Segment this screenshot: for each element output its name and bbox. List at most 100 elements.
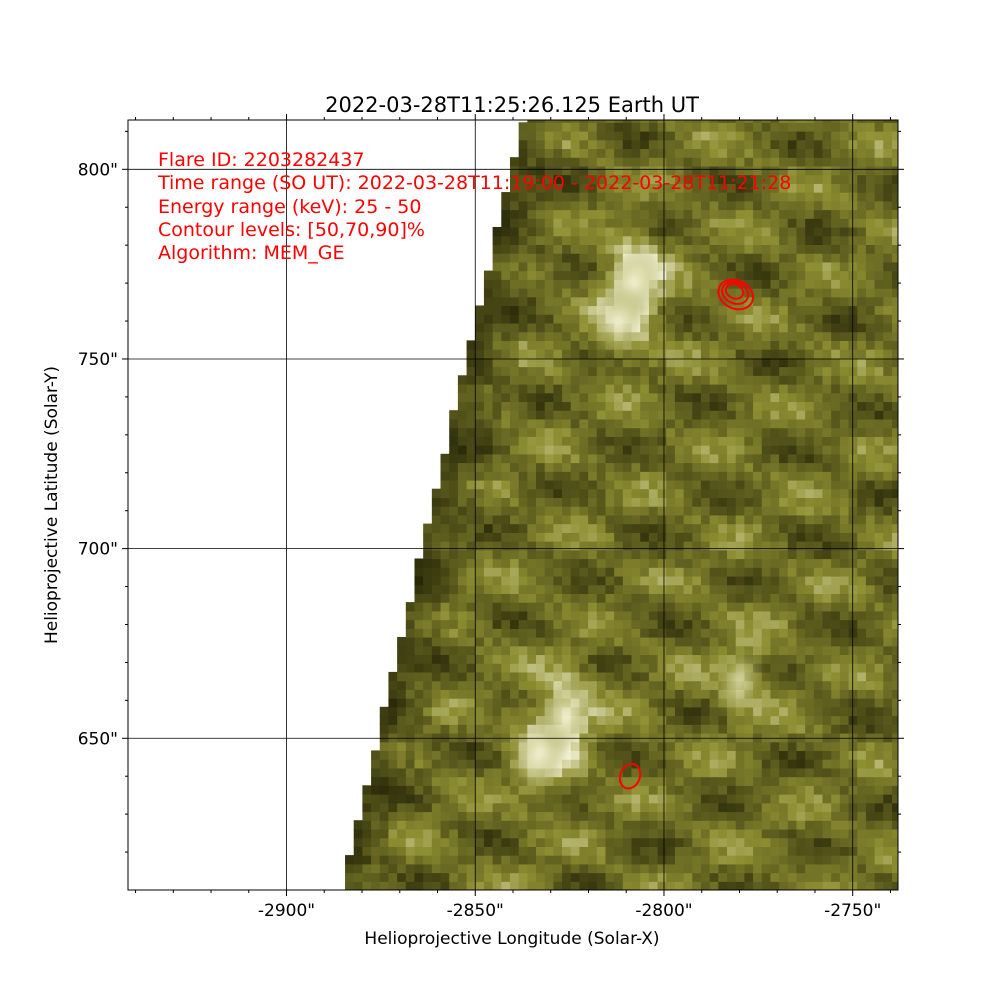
heatmap-pixel — [666, 349, 676, 359]
heatmap-pixel — [709, 602, 719, 612]
heatmap-pixel — [483, 471, 494, 481]
heatmap-pixel — [509, 279, 520, 289]
heatmap-pixel — [562, 183, 572, 193]
heatmap-pixel — [674, 279, 685, 289]
heatmap-pixel — [700, 514, 711, 525]
heatmap-pixel — [562, 828, 572, 839]
heatmap-pixel — [753, 497, 763, 507]
heatmap-pixel — [423, 776, 433, 786]
heatmap-pixel — [518, 192, 528, 202]
heatmap-pixel — [475, 462, 485, 472]
heatmap-pixel — [874, 549, 884, 560]
heatmap-pixel — [466, 828, 476, 839]
heatmap-pixel — [770, 575, 780, 586]
heatmap-pixel — [588, 253, 598, 263]
heatmap-pixel — [796, 680, 806, 690]
heatmap-pixel — [865, 811, 876, 821]
heatmap-pixel — [692, 619, 702, 629]
heatmap-pixel — [483, 279, 494, 289]
heatmap-pixel — [449, 846, 459, 856]
heatmap-pixel — [813, 680, 824, 690]
heatmap-pixel — [622, 366, 633, 376]
heatmap-pixel — [874, 305, 884, 315]
heatmap-pixel — [449, 549, 459, 560]
heatmap-pixel — [761, 410, 772, 420]
heatmap-pixel — [683, 218, 693, 228]
heatmap-pixel — [848, 279, 858, 289]
heatmap-pixel — [527, 610, 537, 621]
heatmap-pixel — [483, 602, 494, 612]
heatmap-pixel — [813, 253, 824, 263]
heatmap-pixel — [449, 479, 459, 490]
heatmap-pixel — [666, 506, 676, 516]
heatmap-pixel — [544, 244, 554, 254]
heatmap-pixel — [562, 881, 572, 890]
heatmap-pixel — [596, 200, 607, 211]
heatmap-pixel — [666, 218, 676, 228]
heatmap-pixel — [700, 183, 711, 193]
heatmap-pixel — [709, 183, 719, 193]
heatmap-pixel — [770, 567, 780, 577]
heatmap-pixel — [666, 183, 676, 193]
heatmap-pixel — [700, 375, 711, 385]
heatmap-pixel — [770, 340, 780, 350]
heatmap-pixel — [700, 120, 711, 123]
heatmap-pixel — [631, 637, 641, 647]
heatmap-pixel — [857, 279, 867, 289]
heatmap-pixel — [735, 148, 745, 158]
heatmap-pixel — [579, 645, 589, 656]
heatmap-pixel — [822, 549, 832, 560]
heatmap-pixel — [492, 663, 502, 673]
heatmap-pixel — [414, 785, 424, 795]
heatmap-pixel — [588, 610, 598, 621]
heatmap-pixel — [648, 331, 659, 341]
heatmap-pixel — [666, 549, 676, 560]
heatmap-pixel — [509, 209, 520, 219]
heatmap-pixel — [466, 506, 476, 516]
heatmap-pixel — [640, 445, 650, 455]
heatmap-pixel — [648, 514, 659, 525]
heatmap-pixel — [683, 872, 693, 882]
heatmap-pixel — [883, 174, 893, 184]
heatmap-pixel — [562, 349, 572, 359]
heatmap-pixel — [787, 837, 798, 847]
heatmap-pixel — [457, 637, 468, 647]
heatmap-pixel — [457, 506, 468, 516]
heatmap-pixel — [700, 384, 711, 394]
heatmap-pixel — [683, 314, 693, 324]
heatmap-pixel — [553, 855, 563, 865]
heatmap-pixel — [648, 340, 659, 350]
heatmap-pixel — [605, 558, 615, 568]
heatmap-pixel — [831, 794, 841, 804]
heatmap-pixel — [865, 715, 876, 725]
heatmap-pixel — [718, 846, 728, 856]
heatmap-pixel — [553, 314, 563, 324]
heatmap-pixel — [596, 549, 607, 560]
heatmap-pixel — [423, 811, 433, 821]
heatmap-pixel — [770, 209, 780, 219]
heatmap-pixel — [666, 689, 676, 699]
heatmap-pixel — [492, 602, 502, 612]
heatmap-pixel — [865, 384, 876, 394]
heatmap-pixel — [891, 392, 898, 403]
heatmap-pixel — [683, 183, 693, 193]
heatmap-pixel — [605, 698, 615, 708]
heatmap-pixel — [813, 331, 824, 341]
heatmap-pixel — [666, 235, 676, 246]
heatmap-pixel — [657, 366, 667, 376]
heatmap-pixel — [865, 349, 876, 359]
bright-emission — [509, 242, 765, 794]
heatmap-pixel — [744, 593, 754, 603]
heatmap-pixel — [440, 732, 450, 743]
heatmap-pixel — [640, 602, 650, 612]
heatmap-pixel — [805, 855, 815, 865]
heatmap-pixel — [440, 715, 450, 725]
heatmap-pixel — [865, 872, 876, 882]
heatmap-pixel — [666, 375, 676, 385]
heatmap-pixel — [414, 802, 424, 813]
heatmap-pixel — [831, 602, 841, 612]
heatmap-pixel — [683, 488, 693, 499]
heatmap-pixel — [744, 558, 754, 568]
heatmap-pixel — [362, 794, 372, 804]
heatmap-pixel — [709, 410, 719, 420]
